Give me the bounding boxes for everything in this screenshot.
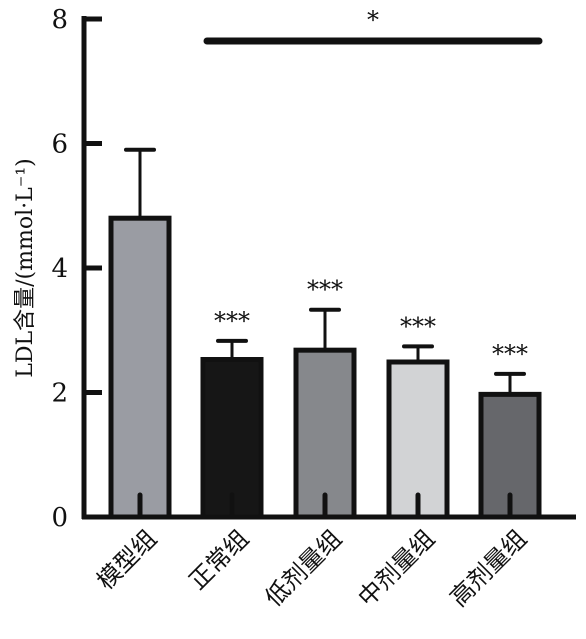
y-tick-label: 8 (51, 5, 68, 35)
significance-marker: *** (492, 340, 528, 368)
bar (108, 215, 172, 520)
x-category-label: 正常组 (184, 524, 255, 595)
x-category-label: 高剂量组 (445, 524, 533, 612)
x-labels-layer: 模型组 正常组 低剂量组 中剂量组 高剂量组 (92, 524, 533, 612)
bracket-label: * (367, 6, 379, 34)
significance-bracket: * (203, 6, 543, 45)
significance-marker: *** (400, 312, 436, 340)
y-tick-label: 0 (51, 503, 68, 533)
error-bars-layer (124, 147, 526, 395)
y-tick-label: 4 (51, 254, 68, 284)
y-tick-label: 6 (51, 130, 68, 160)
x-category-label: 低剂量组 (260, 524, 348, 612)
significance-marker: *** (214, 307, 250, 335)
y-tick-label: 2 (51, 379, 68, 409)
y-ticks-layer: 0 2 4 6 8 (51, 5, 102, 533)
y-axis-title: LDL含量/(mmol·L⁻¹) (13, 158, 38, 377)
significance-marker: *** (307, 276, 343, 304)
significance-layer: *** *** *** *** (214, 276, 528, 368)
bars-layer (108, 215, 542, 520)
x-category-label: 模型组 (92, 524, 163, 595)
x-category-label: 中剂量组 (353, 524, 441, 612)
bar (293, 347, 357, 520)
